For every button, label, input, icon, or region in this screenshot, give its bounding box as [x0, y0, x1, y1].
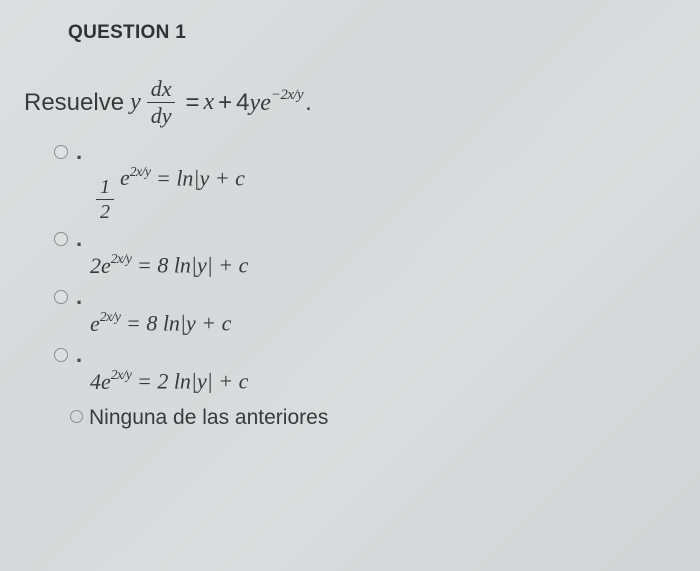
option-5-label: Ninguna de las anteriores [89, 406, 328, 429]
question-prompt: Resuelve y dx dy = x + 4 ye−2x/y . [24, 78, 700, 127]
prompt-plus: + [218, 89, 232, 117]
option-dot: . [76, 145, 82, 159]
radio-icon[interactable] [54, 348, 68, 362]
prompt-fraction: dx dy [147, 78, 176, 127]
prompt-ye: ye−2x/y [250, 89, 304, 117]
option-3-body: e2x/y = 8 ln|y + c [84, 290, 700, 336]
radio-icon[interactable] [70, 410, 83, 423]
option-4[interactable]: . 4e2x/y = 2 ln|y| + c [54, 348, 700, 396]
prompt-x: x [204, 89, 215, 116]
prompt-eq: = [185, 89, 199, 117]
option-2[interactable]: . 2e2x/y = 8 ln|y| + c [54, 232, 700, 280]
prompt-tail: . [305, 89, 312, 117]
radio-icon[interactable] [54, 145, 68, 159]
prompt-coef: 4 [236, 89, 249, 117]
option-dot: . [76, 348, 82, 362]
radio-icon[interactable] [54, 232, 68, 246]
frac-numerator: dx [147, 78, 176, 102]
option-4-body: 4e2x/y = 2 ln|y| + c [84, 348, 700, 394]
option-3[interactable]: . e2x/y = 8 ln|y + c [54, 290, 700, 338]
option-dot: . [76, 290, 82, 304]
prompt-y: y [130, 89, 141, 116]
prompt-exp: −2x/y [271, 87, 303, 103]
options-list: . 1 2 e2x/y = ln|y + c . 2e2x/y = 8 ln|y… [54, 145, 700, 430]
question-heading: QUESTION 1 [68, 22, 700, 44]
option-dot: . [76, 232, 82, 246]
option-1[interactable]: . 1 2 e2x/y = ln|y + c [54, 145, 700, 222]
option-2-body: 2e2x/y = 8 ln|y| + c [84, 232, 700, 278]
option-1-body: 1 2 e2x/y = ln|y + c [84, 145, 700, 222]
frac-denominator: dy [147, 102, 176, 127]
prompt-lead: Resuelve [24, 89, 124, 117]
question-block: QUESTION 1 Resuelve y dx dy = x + 4 ye−2… [0, 0, 700, 430]
radio-icon[interactable] [54, 290, 68, 304]
option-5[interactable]: Ninguna de las anteriores [70, 406, 700, 430]
